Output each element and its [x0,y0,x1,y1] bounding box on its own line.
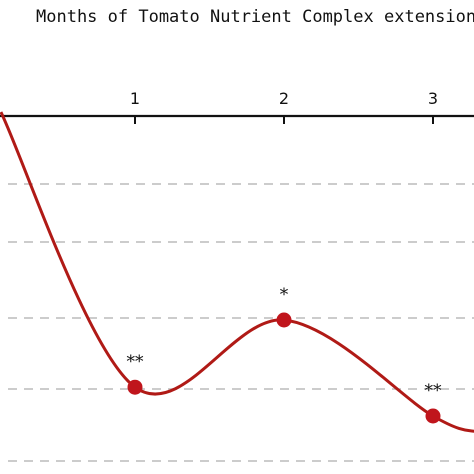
data-point [127,379,143,395]
significance-label: ** [127,352,145,372]
x-tick-label: 1 [130,89,140,108]
x-tick-label: 2 [279,89,289,108]
series-line [0,111,474,433]
data-point [425,408,441,424]
gridlines [8,183,474,462]
chart-title: Months of Tomato Nutrient Complex extens… [36,7,474,27]
significance-label: * [280,285,289,305]
x-tick-label: 3 [428,89,438,108]
data-point [276,312,292,328]
significance-labels: ***** [127,285,443,401]
significance-label: ** [425,381,443,401]
data-markers [127,312,441,424]
x-axis-ticks: 1 2 3 [130,89,438,124]
